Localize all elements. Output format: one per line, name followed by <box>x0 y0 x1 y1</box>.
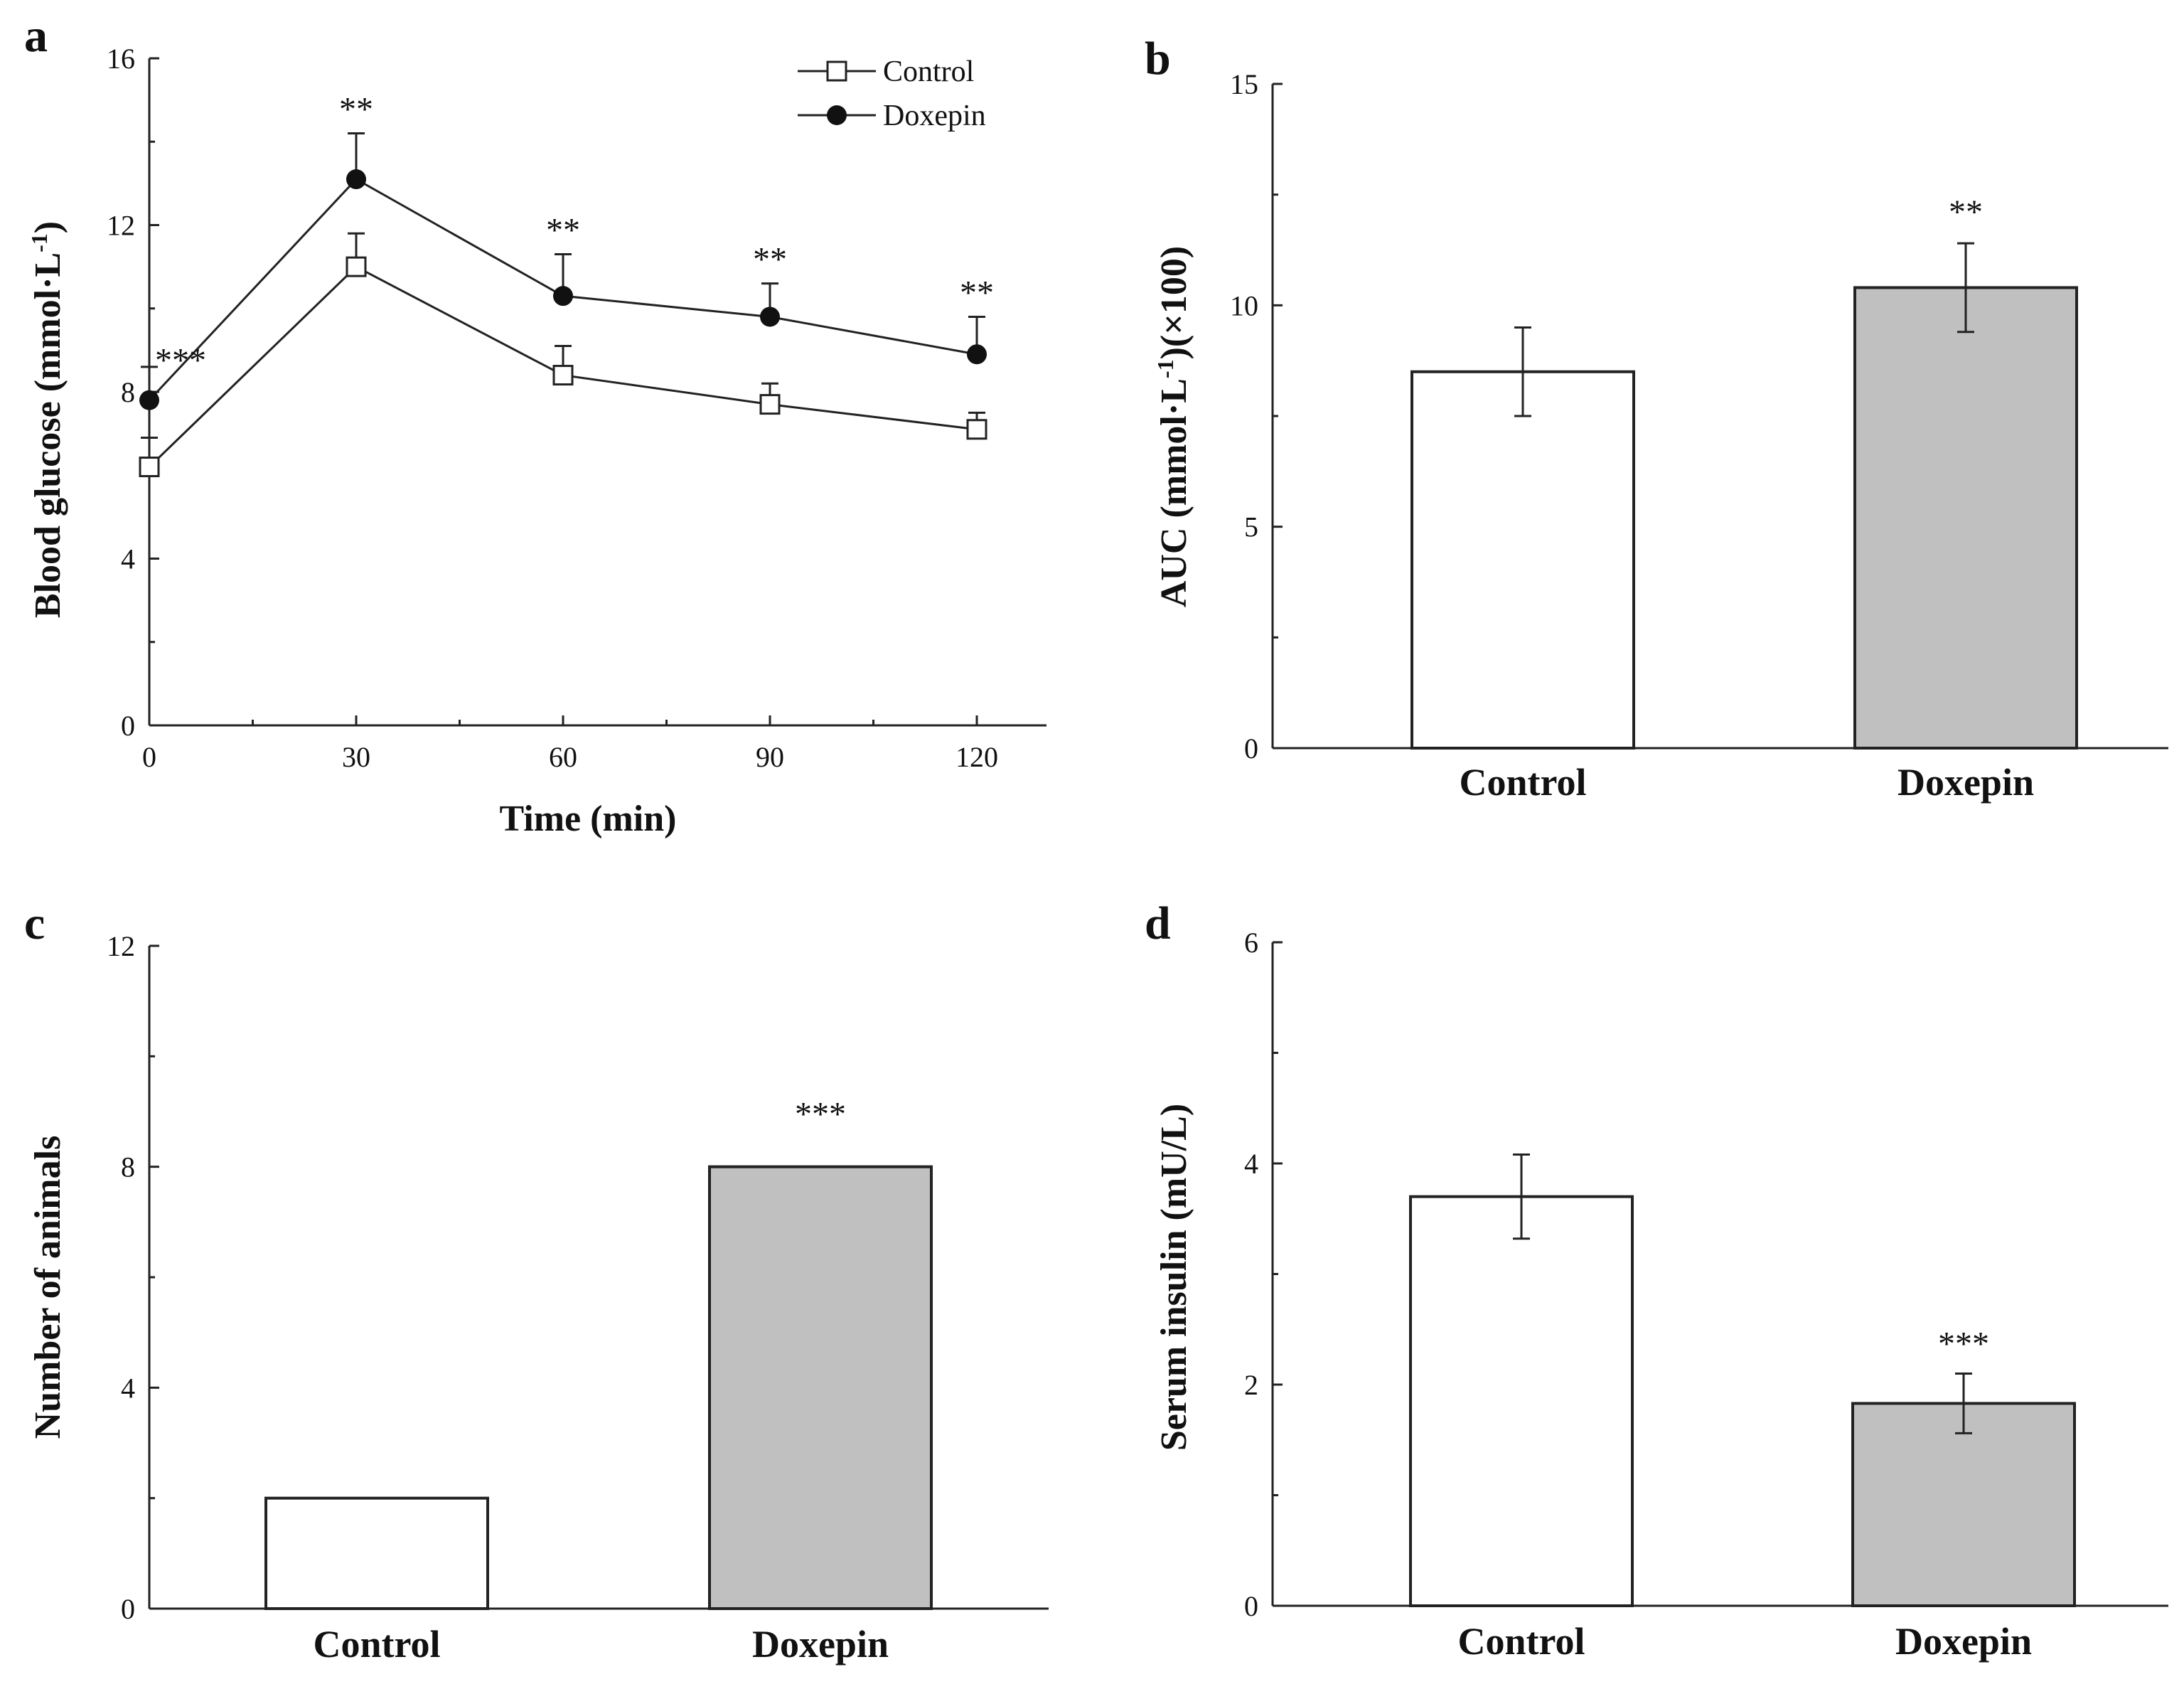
panel-b-ytick-label: 0 <box>1244 732 1258 764</box>
panel-a-xtick-label: 0 <box>142 741 156 773</box>
panel-b-category-label: Doxepin <box>1897 761 2034 804</box>
panel-d-letter: d <box>1145 897 1171 949</box>
panel-a-point-doxepin <box>346 169 366 190</box>
panel-d-significance: *** <box>1938 1325 1989 1363</box>
panel-d-category-label: Doxepin <box>1895 1620 2032 1663</box>
panel-c-ytick-label: 8 <box>121 1151 135 1183</box>
panel-a-ytick-label: 8 <box>121 376 135 408</box>
panel-b-ytick-label: 15 <box>1230 68 1258 100</box>
panel-a-ytick-label: 4 <box>121 543 135 575</box>
panel-a-ylabel-end: ) <box>28 221 68 233</box>
panel-a-ylabel-main: Blood glucose (mmol·L <box>28 252 68 618</box>
panel-a-line-chart: a Time (min) Blood glucose (mmol·L-1) 0 4… <box>24 10 1046 839</box>
panel-b-ylabel: AUC (mmol·L-1)(×100) <box>1152 246 1194 607</box>
panel-b-bar-control <box>1410 370 1635 750</box>
panel-a-ytick-label: 0 <box>121 710 135 742</box>
panel-a-significance: ** <box>960 274 994 311</box>
panel-d-ytick-label: 4 <box>1244 1148 1258 1180</box>
panel-b-letter: b <box>1145 33 1171 85</box>
panel-d-category-label: Control <box>1457 1620 1585 1663</box>
panel-c-bar-control <box>264 1496 489 1611</box>
panel-a-letter: a <box>24 10 48 62</box>
panel-b-ylabel-end: )(×100) <box>1154 246 1194 360</box>
panel-a-point-control <box>346 256 367 277</box>
panel-b-bar-doxepin <box>1853 286 2078 750</box>
legend-doxepin-marker <box>827 105 847 125</box>
panel-a-point-doxepin <box>760 307 780 327</box>
panel-b-ylabel-main: AUC (mmol·L <box>1154 378 1194 607</box>
panel-c-bar-doxepin <box>708 1165 933 1610</box>
panel-c-category-label: Control <box>313 1623 440 1666</box>
panel-a-xtick-label: 90 <box>756 741 784 773</box>
panel-c-bar-chart: c Number of animals 0 4 8 12 Control Doxepin *… <box>24 897 1049 1666</box>
legend-doxepin-label: Doxepin <box>883 100 986 132</box>
panel-c-letter: c <box>24 897 45 949</box>
panel-a-point-doxepin <box>553 286 573 307</box>
panel-b-bar-chart: b AUC (mmol·L-1)(×100) 0 5 10 15 Control Doxe… <box>1145 33 2168 804</box>
panel-d-ytick-label: 0 <box>1244 1590 1258 1622</box>
panel-d-ytick-label: 2 <box>1244 1369 1258 1401</box>
panel-c-ytick-label: 12 <box>107 930 135 962</box>
panel-c-ytick-label: 0 <box>121 1593 135 1625</box>
panel-a-point-doxepin <box>139 390 159 410</box>
panel-a-xtick-label: 60 <box>549 741 577 773</box>
panel-c-ylabel: Number of animals <box>28 1136 68 1439</box>
panel-a-significance: *** <box>155 342 206 380</box>
panel-c-significance: *** <box>795 1096 846 1134</box>
panel-a-significance: ** <box>753 241 787 279</box>
legend-control-marker <box>826 60 847 82</box>
legend-control-label: Control <box>883 55 974 88</box>
panel-a-point-control <box>966 419 987 440</box>
panel-b-ytick-label: 10 <box>1230 289 1258 321</box>
panel-a-significance: ** <box>339 91 373 129</box>
panel-a-point-doxepin <box>967 344 987 365</box>
panel-d-bar-chart: d Serum insulin (mU/L) 0 2 4 6 Control Doxepi… <box>1145 897 2168 1663</box>
panel-a-ytick-label: 12 <box>107 210 135 242</box>
panel-a-point-control <box>759 394 781 415</box>
panel-a-ylabel-sup: -1 <box>26 233 52 252</box>
panel-b-significance: ** <box>1949 193 1983 231</box>
panel-a-point-control <box>139 457 160 478</box>
panel-a-xtick-label: 120 <box>956 741 998 773</box>
panel-b-ytick-label: 5 <box>1244 511 1258 543</box>
panel-a-point-control <box>552 365 574 386</box>
panel-a-significance: ** <box>546 212 580 250</box>
panel-d-ylabel: Serum insulin (mU/L) <box>1154 1104 1194 1451</box>
panel-d-bar-control <box>1409 1195 1634 1607</box>
panel-a-ylabel: Blood glucose (mmol·L-1) <box>26 221 68 618</box>
panel-c-category-label: Doxepin <box>752 1623 889 1666</box>
panel-b-ylabel-sup: -1 <box>1152 359 1178 378</box>
panel-a-ytick-label: 16 <box>107 43 135 75</box>
panel-a-xtick-label: 30 <box>342 741 370 773</box>
panel-d-ytick-label: 6 <box>1244 927 1258 959</box>
panel-a-xlabel: Time (min) <box>500 799 677 839</box>
panel-b-category-label: Control <box>1459 761 1586 804</box>
panel-c-ytick-label: 4 <box>121 1372 135 1404</box>
